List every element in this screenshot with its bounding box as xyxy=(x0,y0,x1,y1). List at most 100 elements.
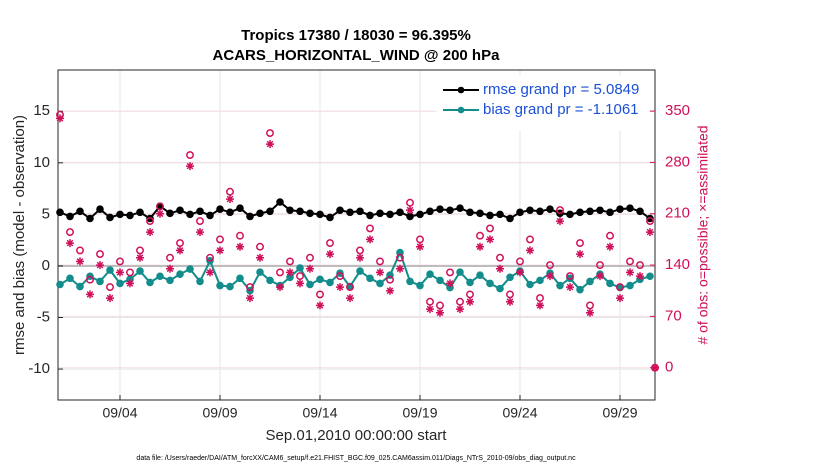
obs-assimilated xyxy=(416,242,424,251)
point xyxy=(166,276,174,285)
legend-box xyxy=(436,75,650,131)
obs-possible xyxy=(246,283,254,292)
point xyxy=(56,208,64,217)
obs-assimilated xyxy=(116,268,124,277)
obs-possible xyxy=(206,253,214,262)
obs-assimilated xyxy=(316,301,324,310)
legend-marker xyxy=(457,106,465,114)
point xyxy=(576,285,584,294)
obs-assimilated xyxy=(506,297,514,306)
obs-possible xyxy=(166,253,174,262)
obs-assimilated xyxy=(156,209,164,218)
obs-assimilated xyxy=(326,250,334,259)
obs-possible xyxy=(376,257,384,266)
obs-assimilated xyxy=(556,217,564,226)
obs-assimilated xyxy=(466,297,474,306)
point xyxy=(486,279,494,288)
obs-assimilated xyxy=(336,283,344,292)
point xyxy=(276,198,284,206)
obs-possible xyxy=(646,217,654,226)
point xyxy=(176,206,184,215)
obs-possible xyxy=(226,187,234,196)
obs-possible xyxy=(546,261,554,270)
point xyxy=(106,213,114,222)
obs-possible xyxy=(406,198,414,207)
obs-possible xyxy=(106,283,114,292)
obs-assimilated xyxy=(176,246,184,255)
obs-assimilated xyxy=(206,268,214,277)
obs-assimilated xyxy=(216,246,224,255)
obs-assimilated xyxy=(296,279,304,288)
y-tick-label: 10 xyxy=(33,154,50,171)
point xyxy=(516,208,524,217)
point xyxy=(236,274,244,283)
obs-assimilated xyxy=(626,268,634,277)
y-tick-label: -10 xyxy=(28,360,50,377)
obs-assimilated xyxy=(276,283,284,292)
point xyxy=(256,268,264,276)
obs-possible xyxy=(366,224,374,233)
point xyxy=(426,270,434,278)
point xyxy=(526,206,534,215)
point xyxy=(326,278,334,287)
point xyxy=(56,280,64,289)
obs-assimilated xyxy=(376,268,384,277)
obs-possible xyxy=(296,272,304,281)
obs-possible xyxy=(386,275,394,284)
point xyxy=(456,204,464,212)
obs-assimilated xyxy=(636,272,644,281)
point xyxy=(626,281,634,290)
point xyxy=(416,281,424,290)
point xyxy=(396,208,404,217)
point xyxy=(196,277,204,286)
obs-assimilated xyxy=(436,308,444,317)
obs-assimilated xyxy=(476,242,484,251)
obs-assimilated xyxy=(86,290,94,299)
obs-assimilated xyxy=(66,239,74,248)
point xyxy=(476,209,484,218)
point xyxy=(86,214,94,223)
obs-possible xyxy=(396,253,404,262)
obs-possible xyxy=(436,301,444,310)
point xyxy=(226,208,234,217)
point xyxy=(456,268,464,276)
point xyxy=(156,272,164,281)
obs-assimilated xyxy=(236,242,244,251)
point xyxy=(406,212,414,221)
point xyxy=(126,211,134,220)
point xyxy=(426,207,434,216)
obs-possible xyxy=(576,239,584,248)
obs-assimilated xyxy=(396,264,404,273)
point xyxy=(446,206,454,215)
obs-possible xyxy=(76,246,84,255)
point xyxy=(646,272,654,281)
point xyxy=(416,210,424,219)
obs-possible xyxy=(236,231,244,240)
obs-possible xyxy=(66,228,74,237)
obs-possible xyxy=(126,268,134,277)
obs-possible xyxy=(556,206,564,215)
y2-tick-label: 210 xyxy=(665,205,690,222)
obs-possible xyxy=(476,231,484,240)
obs-assimilated xyxy=(356,253,364,262)
x-tick-label: 09/24 xyxy=(502,405,537,421)
obs-possible xyxy=(286,257,294,266)
obs-assimilated xyxy=(186,162,194,171)
obs-possible xyxy=(336,272,344,281)
point xyxy=(186,210,194,219)
point xyxy=(526,280,534,289)
obs-assimilated xyxy=(426,305,434,314)
point xyxy=(146,278,154,287)
point xyxy=(306,280,314,289)
y2-tick-label: 0 xyxy=(665,359,673,376)
point xyxy=(356,267,364,275)
x-tick-label: 09/09 xyxy=(202,405,237,421)
obs-possible xyxy=(606,231,614,240)
obs-possible xyxy=(496,253,504,262)
y2-tick-label: 70 xyxy=(665,307,682,324)
point xyxy=(566,274,574,283)
obs-possible xyxy=(506,290,514,299)
obs-possible xyxy=(566,272,574,281)
point xyxy=(576,208,584,217)
